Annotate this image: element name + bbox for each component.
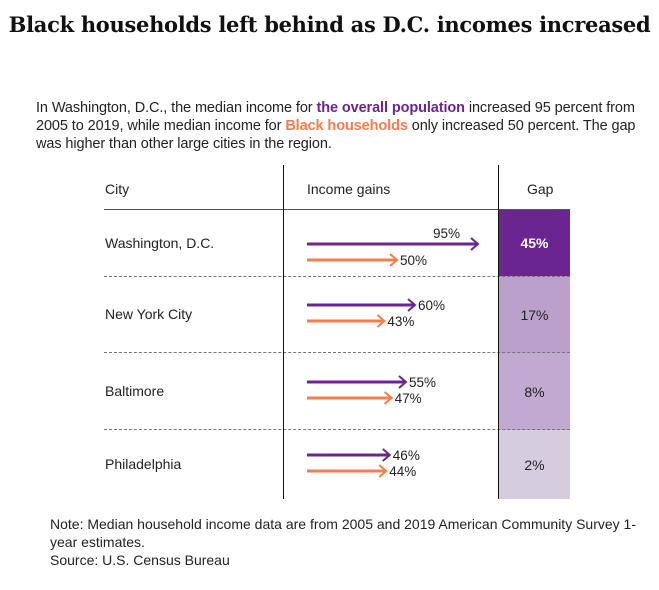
gap-label: 2% — [524, 456, 545, 473]
black-arrow-head — [389, 253, 399, 267]
black-arrow-head — [376, 314, 386, 328]
row-divider — [104, 352, 570, 353]
header-gap: Gap — [527, 181, 554, 197]
black-value-label: 44% — [389, 464, 416, 479]
gap-cell-baltimore: 8% — [499, 353, 570, 430]
chart-title: Black households left behind as D.C. inc… — [8, 12, 651, 37]
city-label: Philadelphia — [105, 456, 182, 472]
overall-value-label: 46% — [393, 448, 420, 463]
gap-label: 17% — [520, 306, 549, 323]
black-value-label: 50% — [400, 253, 427, 268]
black-arrow-head — [383, 391, 394, 405]
overall-arrow-head — [407, 298, 417, 312]
intro-part-1: In Washington, D.C., the median income f… — [36, 100, 317, 116]
gap-cell-philadelphia: 2% — [499, 430, 570, 499]
black-value-label: 43% — [387, 314, 414, 329]
overall-value-label: 60% — [418, 298, 445, 313]
legend-black-households: Black households — [285, 118, 408, 134]
city-label: New York City — [105, 306, 193, 322]
overall-arrow-head — [382, 448, 392, 462]
column-divider — [283, 165, 284, 499]
row-divider — [104, 276, 570, 277]
row-divider — [104, 429, 570, 430]
city-label: Washington, D.C. — [105, 235, 215, 251]
overall-arrow-head — [398, 375, 408, 389]
source-text: Source: U.S. Census Bureau — [50, 552, 230, 568]
column-divider — [498, 165, 499, 499]
header-divider — [104, 209, 570, 210]
overall-value-label: 95% — [433, 226, 460, 241]
note-text: Note: Median household income data are f… — [50, 516, 636, 550]
intro-part-3: only increased 50 percent. The gap was h… — [36, 118, 636, 152]
header-city: City — [105, 181, 130, 197]
legend-overall-population: the overall population — [316, 100, 465, 116]
black-arrow-head — [378, 464, 388, 478]
footnote: Note: Median household income data are f… — [50, 515, 650, 569]
overall-arrow-head — [470, 237, 480, 251]
gap-label: 45% — [520, 235, 549, 251]
black-value-label: 47% — [395, 391, 422, 406]
overall-value-label: 55% — [409, 375, 436, 390]
gap-cell-washington: 45% — [499, 210, 570, 276]
city-label: Baltimore — [105, 383, 165, 399]
header-income-gains: Income gains — [307, 181, 391, 197]
gap-cell-new-york: 17% — [499, 276, 570, 353]
intro-text: In Washington, D.C., the median income f… — [36, 99, 636, 153]
gap-label: 8% — [524, 383, 545, 400]
intro-part-2: increased 95 percent from 2005 to 2019, … — [36, 100, 635, 134]
